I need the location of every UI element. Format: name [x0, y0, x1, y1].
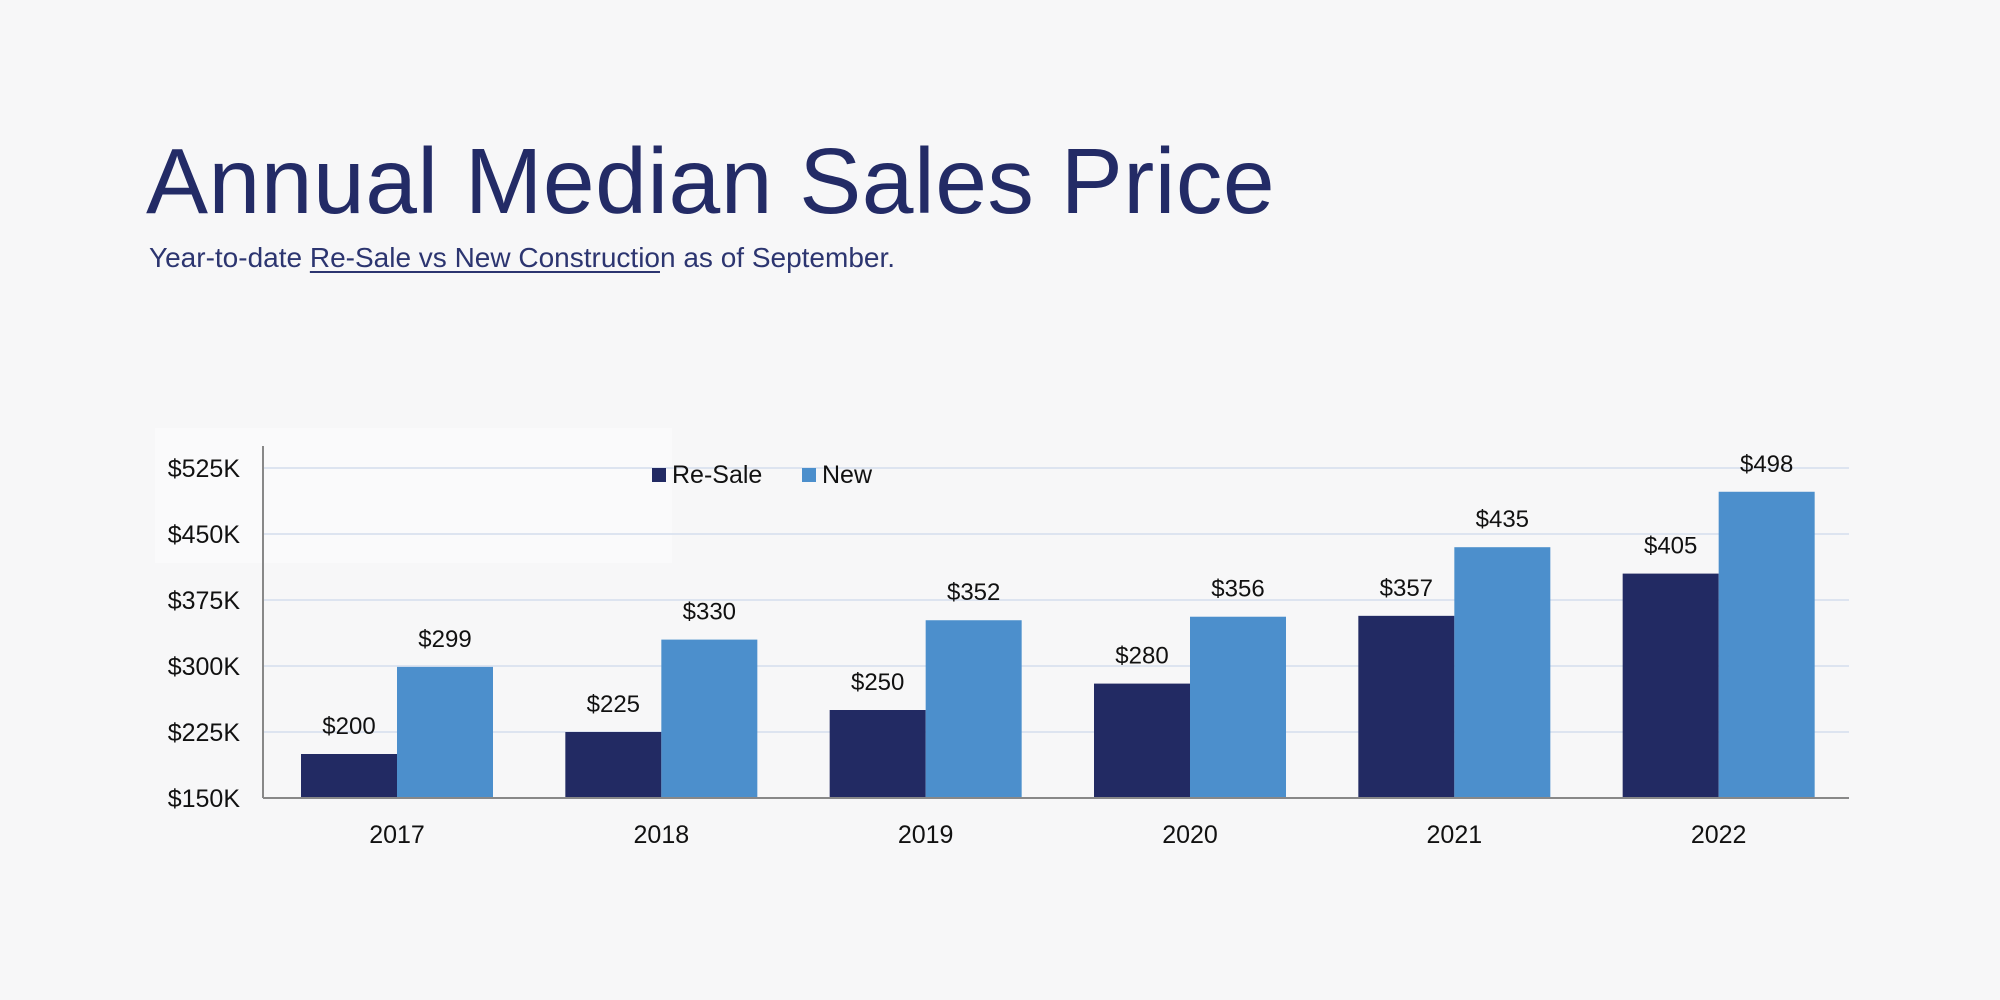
bar-re-sale-2020 [1094, 683, 1190, 798]
data-label: $250 [851, 669, 904, 696]
x-tick-label: 2020 [1162, 821, 1218, 849]
y-tick-label: $150K [168, 785, 241, 813]
data-label: $357 [1380, 575, 1433, 602]
y-tick-label: $525K [168, 455, 241, 483]
chart-title: Annual Median Sales Price [146, 129, 1276, 233]
bar-re-sale-2017 [301, 754, 397, 798]
bar-new-2022 [1718, 491, 1815, 798]
bar-re-sale-2021 [1358, 615, 1455, 798]
data-label: $280 [1115, 643, 1168, 670]
bar-re-sale-2018 [565, 732, 662, 798]
data-label: $435 [1476, 506, 1529, 533]
bar-new-2020 [1190, 616, 1286, 798]
data-label: $225 [587, 691, 640, 718]
bar-re-sale-2019 [829, 710, 926, 798]
bar-re-sale-2022 [1622, 573, 1719, 798]
bar-new-2017 [397, 666, 493, 798]
data-label: $200 [322, 713, 375, 740]
x-tick-label: 2022 [1691, 821, 1747, 849]
legend-swatch-new [802, 468, 816, 482]
bar-new-2021 [1454, 547, 1551, 798]
y-tick-label: $450K [168, 521, 241, 549]
subtitle-underlined-text: Re-Sale vs New Constructio [309, 242, 660, 273]
x-tick-label: 2021 [1427, 821, 1483, 849]
y-tick-label: $375K [168, 587, 241, 615]
subtitle-text: Year-to-date [149, 242, 310, 273]
bar-new-2019 [925, 620, 1022, 798]
legend-label-re-sale: Re-Sale [672, 461, 762, 489]
y-tick-label: $300K [168, 653, 241, 681]
data-label: $498 [1740, 451, 1793, 478]
x-tick-label: 2018 [634, 821, 690, 849]
data-label: $356 [1211, 576, 1264, 603]
data-label: $330 [683, 599, 736, 626]
x-tick-label: 2017 [369, 821, 425, 849]
legend-label-new: New [822, 461, 873, 489]
subtitle-text-end: n as of September. [659, 242, 896, 273]
chart-backdrop [155, 428, 672, 563]
data-label: $299 [418, 626, 471, 653]
data-label: $405 [1644, 533, 1697, 560]
x-tick-label: 2019 [898, 821, 954, 849]
y-tick-label: $225K [168, 719, 241, 747]
data-label: $352 [947, 579, 1000, 606]
bar-new-2018 [661, 639, 758, 798]
legend-swatch-re-sale [652, 468, 666, 482]
chart-subtitle: Year-to-date Re-Sale vs New Construction… [149, 242, 895, 274]
